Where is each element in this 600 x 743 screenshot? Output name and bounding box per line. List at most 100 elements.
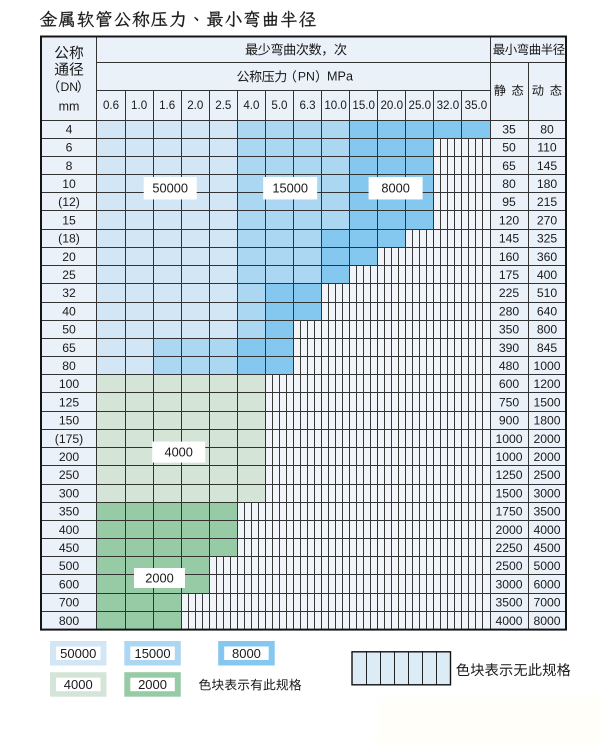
svg-text:35.0: 35.0 bbox=[465, 99, 488, 112]
svg-text:4000: 4000 bbox=[64, 677, 93, 692]
svg-text:8000: 8000 bbox=[381, 181, 409, 196]
svg-text:100: 100 bbox=[59, 377, 80, 391]
svg-text:4000: 4000 bbox=[164, 445, 192, 460]
svg-text:20: 20 bbox=[62, 250, 76, 264]
svg-text:3000: 3000 bbox=[533, 486, 560, 500]
svg-text:80: 80 bbox=[502, 177, 516, 191]
svg-text:200: 200 bbox=[59, 450, 80, 464]
svg-text:800: 800 bbox=[537, 323, 558, 337]
svg-text:215: 215 bbox=[537, 195, 558, 209]
svg-text:3500: 3500 bbox=[495, 596, 522, 610]
svg-text:80: 80 bbox=[62, 359, 76, 373]
svg-text:750: 750 bbox=[499, 395, 520, 409]
svg-text:1500: 1500 bbox=[495, 486, 522, 500]
svg-text:1750: 1750 bbox=[495, 505, 522, 519]
svg-text:480: 480 bbox=[499, 359, 520, 373]
svg-text:5000: 5000 bbox=[533, 559, 560, 573]
svg-text:32: 32 bbox=[62, 286, 76, 300]
svg-text:510: 510 bbox=[537, 286, 558, 300]
svg-text:400: 400 bbox=[537, 268, 558, 282]
svg-text:6.3: 6.3 bbox=[299, 99, 315, 112]
svg-text:1200: 1200 bbox=[533, 377, 560, 391]
svg-text:95: 95 bbox=[502, 195, 516, 209]
svg-text:125: 125 bbox=[59, 395, 80, 409]
svg-text:450: 450 bbox=[59, 541, 80, 555]
svg-text:50000: 50000 bbox=[152, 181, 188, 196]
svg-text:10.0: 10.0 bbox=[324, 99, 347, 112]
svg-text:5.0: 5.0 bbox=[271, 99, 287, 112]
svg-text:2250: 2250 bbox=[495, 541, 522, 555]
svg-text:PN: PN bbox=[298, 70, 315, 84]
svg-text:15.0: 15.0 bbox=[352, 99, 375, 112]
svg-text:225: 225 bbox=[499, 286, 520, 300]
svg-text:(18): (18) bbox=[58, 232, 80, 246]
svg-text:600: 600 bbox=[499, 377, 520, 391]
svg-text:4000: 4000 bbox=[495, 614, 522, 628]
svg-text:600: 600 bbox=[59, 577, 80, 591]
svg-text:1000: 1000 bbox=[495, 450, 522, 464]
svg-text:160: 160 bbox=[499, 250, 520, 264]
svg-text:50: 50 bbox=[62, 323, 76, 337]
svg-text:65: 65 bbox=[502, 159, 516, 173]
svg-text:150: 150 bbox=[59, 414, 80, 428]
svg-text:4: 4 bbox=[66, 122, 73, 136]
svg-text:7000: 7000 bbox=[533, 596, 560, 610]
svg-text:3000: 3000 bbox=[495, 577, 522, 591]
svg-text:8000: 8000 bbox=[232, 646, 261, 661]
svg-text:80: 80 bbox=[540, 122, 554, 136]
svg-text:120: 120 bbox=[499, 213, 520, 227]
svg-text:2000: 2000 bbox=[533, 450, 560, 464]
svg-text:2000: 2000 bbox=[138, 677, 167, 692]
svg-text:1250: 1250 bbox=[495, 468, 522, 482]
svg-text:175: 175 bbox=[499, 268, 520, 282]
svg-text:1000: 1000 bbox=[495, 432, 522, 446]
svg-text:(12): (12) bbox=[58, 195, 80, 209]
svg-text:50: 50 bbox=[502, 141, 516, 155]
svg-text:1.6: 1.6 bbox=[159, 99, 175, 112]
svg-text:DN: DN bbox=[60, 80, 78, 94]
svg-text:mm: mm bbox=[59, 100, 80, 114]
svg-text:360: 360 bbox=[537, 250, 558, 264]
svg-text:8: 8 bbox=[66, 159, 73, 173]
svg-text:25: 25 bbox=[62, 268, 76, 282]
svg-text:32.0: 32.0 bbox=[437, 99, 460, 112]
svg-text:2500: 2500 bbox=[533, 468, 560, 482]
svg-text:845: 845 bbox=[537, 341, 558, 355]
svg-text:1000: 1000 bbox=[533, 359, 560, 373]
svg-text:10: 10 bbox=[62, 177, 76, 191]
svg-text:640: 640 bbox=[537, 304, 558, 318]
svg-text:35: 35 bbox=[502, 122, 516, 136]
svg-text:280: 280 bbox=[499, 304, 520, 318]
svg-text:4.0: 4.0 bbox=[243, 99, 259, 112]
svg-text:15000: 15000 bbox=[134, 646, 170, 661]
svg-text:350: 350 bbox=[59, 505, 80, 519]
svg-text:2000: 2000 bbox=[533, 432, 560, 446]
svg-text:500: 500 bbox=[59, 559, 80, 573]
svg-text:6000: 6000 bbox=[533, 577, 560, 591]
svg-text:MPa: MPa bbox=[327, 70, 353, 84]
svg-text:180: 180 bbox=[537, 177, 558, 191]
svg-text:400: 400 bbox=[59, 523, 80, 537]
svg-text:700: 700 bbox=[59, 596, 80, 610]
svg-text:110: 110 bbox=[537, 141, 557, 155]
svg-text:2000: 2000 bbox=[495, 523, 522, 537]
svg-text:2.0: 2.0 bbox=[187, 99, 203, 112]
svg-text:15000: 15000 bbox=[272, 181, 308, 196]
svg-text:65: 65 bbox=[62, 341, 76, 355]
svg-text:1.0: 1.0 bbox=[131, 99, 147, 112]
svg-text:(175): (175) bbox=[55, 432, 83, 446]
svg-text:8000: 8000 bbox=[533, 614, 560, 628]
svg-text:325: 325 bbox=[537, 232, 558, 246]
svg-text:40: 40 bbox=[62, 304, 76, 318]
svg-text:3500: 3500 bbox=[533, 505, 560, 519]
svg-text:300: 300 bbox=[59, 486, 80, 500]
svg-text:15: 15 bbox=[62, 213, 76, 227]
svg-text:4000: 4000 bbox=[533, 523, 560, 537]
svg-text:4500: 4500 bbox=[533, 541, 560, 555]
svg-text:25.0: 25.0 bbox=[409, 99, 432, 112]
svg-text:270: 270 bbox=[537, 213, 558, 227]
svg-text:145: 145 bbox=[537, 159, 558, 173]
svg-text:350: 350 bbox=[499, 323, 520, 337]
svg-text:390: 390 bbox=[499, 341, 520, 355]
svg-text:1500: 1500 bbox=[533, 395, 560, 409]
